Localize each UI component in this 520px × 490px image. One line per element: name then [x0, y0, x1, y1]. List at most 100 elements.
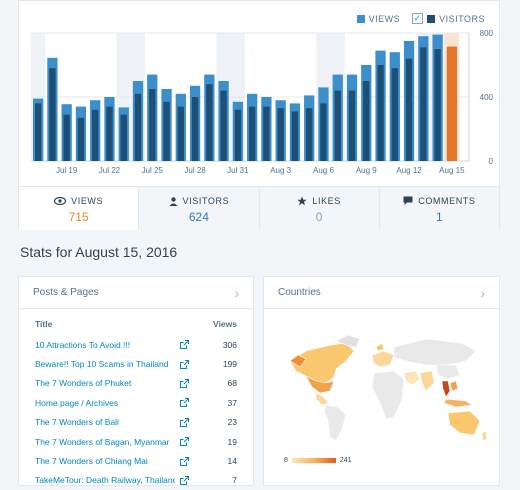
bar-visitors	[320, 103, 327, 161]
post-views: 37	[227, 397, 237, 408]
y-tick-label: 400	[480, 93, 494, 102]
post-title-link[interactable]: 10 Attractions To Avoid !!!	[35, 339, 131, 350]
bar-visitors	[291, 111, 299, 161]
bar-visitors	[34, 103, 42, 161]
external-link-icon[interactable]	[175, 378, 193, 388]
bar-visitors	[391, 68, 398, 161]
bar-visitors	[206, 84, 213, 161]
bar-chart: Jul 19 Jul 22 Jul 25 Jul 28 Jul 31 Aug 3 Aug 6…	[31, 29, 494, 175]
post-views: 23	[227, 417, 237, 428]
table-row: The 7 Wonders of Bali 23	[19, 413, 253, 432]
tab-views-label: VIEWS	[71, 196, 104, 206]
bar-visitors	[263, 106, 270, 161]
bar-visitors	[63, 114, 70, 161]
world-map-svg	[276, 321, 491, 451]
comment-icon	[403, 196, 413, 205]
bar-visitors	[306, 108, 313, 161]
post-title-link[interactable]: Home page / Archives	[35, 397, 119, 408]
posts-table-header: Title Views	[19, 309, 253, 329]
views-swatch	[356, 14, 365, 23]
bar-visitors	[77, 117, 85, 161]
external-link-icon[interactable]	[175, 340, 193, 350]
col-views: Views	[213, 319, 237, 329]
bar-visitors	[363, 81, 370, 161]
table-row: The 7 Wonders of Bagan, Myanmar 19	[19, 432, 253, 451]
chart-legend: VIEWS ✓ VISITORS	[345, 13, 485, 24]
tab-comments-label: COMMENTS	[418, 196, 476, 206]
bar-visitors	[163, 101, 170, 161]
x-tick-label: Jul 25	[142, 166, 164, 175]
post-views: 68	[227, 378, 237, 389]
chevron-right-icon[interactable]: ›	[234, 284, 239, 301]
post-title-link[interactable]: Beware!! Top 10 Scams in Thailand	[35, 359, 169, 370]
post-title-link[interactable]: The 7 Wonders of Bali	[35, 417, 119, 428]
tab-visitors-label: VISITORS	[182, 196, 230, 206]
visitors-swatch	[427, 14, 436, 23]
table-row: The 7 Wonders of Chiang Mai 14	[19, 451, 253, 470]
star-icon	[297, 196, 308, 206]
y-tick-label: 0	[489, 157, 494, 166]
world-map[interactable]	[276, 321, 491, 451]
post-views: 7	[232, 475, 237, 486]
x-tick-label: Jul 19	[56, 166, 78, 175]
post-title-link[interactable]: TakeMeTour: Death Railway, Thailand	[35, 475, 175, 486]
posts-list: 10 Attractions To Avoid !!! 306 Beware!! T…	[19, 329, 253, 490]
stats-chart-panel: VIEWS ✓ VISITORS Jul 19 Jul 22 Jul 25 Jul 2…	[18, 0, 500, 230]
post-title-link[interactable]: The 7 Wonders of Phuket	[35, 378, 132, 389]
bar-visitors	[405, 58, 413, 161]
tab-likes[interactable]: LIKES 0	[259, 187, 380, 230]
x-tick-label: Aug 6	[313, 166, 334, 175]
bar-visitors	[191, 97, 199, 161]
bar-visitors	[92, 109, 99, 161]
posts-header[interactable]: Posts & Pages ›	[19, 277, 253, 309]
external-link-icon[interactable]	[175, 475, 193, 485]
bar-visitors	[106, 106, 113, 161]
countries-heading: Countries	[278, 287, 321, 298]
tab-visitors[interactable]: VISITORS 624	[139, 187, 260, 230]
tab-comments[interactable]: COMMENTS 1	[379, 187, 499, 230]
scale-gradient	[291, 458, 336, 463]
legend-views[interactable]: VIEWS	[356, 14, 401, 24]
tab-views-value: 715	[68, 210, 89, 224]
external-link-icon[interactable]	[175, 437, 193, 447]
bar-visitors	[277, 108, 284, 161]
table-row: Home page / Archives 37	[19, 393, 253, 412]
legend-visitors[interactable]: ✓ VISITORS	[412, 13, 485, 24]
external-link-icon[interactable]	[175, 417, 193, 427]
tab-likes-label: LIKES	[312, 196, 341, 206]
post-views: 306	[222, 339, 237, 350]
bar-visitors	[377, 65, 384, 161]
post-title-link[interactable]: The 7 Wonders of Chiang Mai	[35, 456, 148, 467]
table-row: The 7 Wonders of Phuket 68	[19, 374, 253, 393]
checkbox-icon[interactable]: ✓	[412, 13, 424, 24]
chevron-right-icon[interactable]: ›	[480, 284, 485, 301]
bar-visitors	[177, 106, 184, 161]
x-tick-label: Aug 3	[270, 166, 291, 175]
countries-header[interactable]: Countries ›	[264, 277, 499, 309]
bar-visitors	[149, 89, 156, 161]
scale-min: 8	[284, 457, 288, 464]
bar-visitors	[134, 93, 142, 161]
bar-visitors	[220, 90, 227, 161]
x-tick-label: Aug 9	[356, 166, 377, 175]
page-title: Stats for August 15, 2016	[20, 244, 178, 260]
map-color-scale: 8 241	[284, 457, 352, 464]
x-tick-label: Jul 28	[184, 166, 206, 175]
post-views: 19	[227, 436, 237, 447]
post-views: 14	[227, 456, 237, 467]
external-link-icon[interactable]	[175, 398, 193, 408]
stat-tabs: VIEWS 715 VISITORS 624 LIKES 0 COMMENTS …	[19, 186, 499, 230]
tab-views[interactable]: VIEWS 715	[19, 187, 140, 230]
external-link-icon[interactable]	[175, 456, 193, 466]
table-row: Beware!! Top 10 Scams in Thailand 199	[19, 354, 253, 373]
x-tick-label: Aug 12	[396, 166, 422, 175]
y-tick-label: 800	[480, 29, 494, 38]
tab-comments-value: 1	[436, 210, 443, 224]
tab-likes-value: 0	[315, 210, 323, 224]
post-title-link[interactable]: The 7 Wonders of Bagan, Myanmar	[35, 436, 170, 447]
scale-max: 241	[339, 457, 352, 464]
x-tick-label: Jul 22	[99, 166, 121, 175]
bar-visitors	[420, 47, 427, 161]
external-link-icon[interactable]	[175, 359, 193, 369]
bar-visitors	[348, 90, 356, 161]
